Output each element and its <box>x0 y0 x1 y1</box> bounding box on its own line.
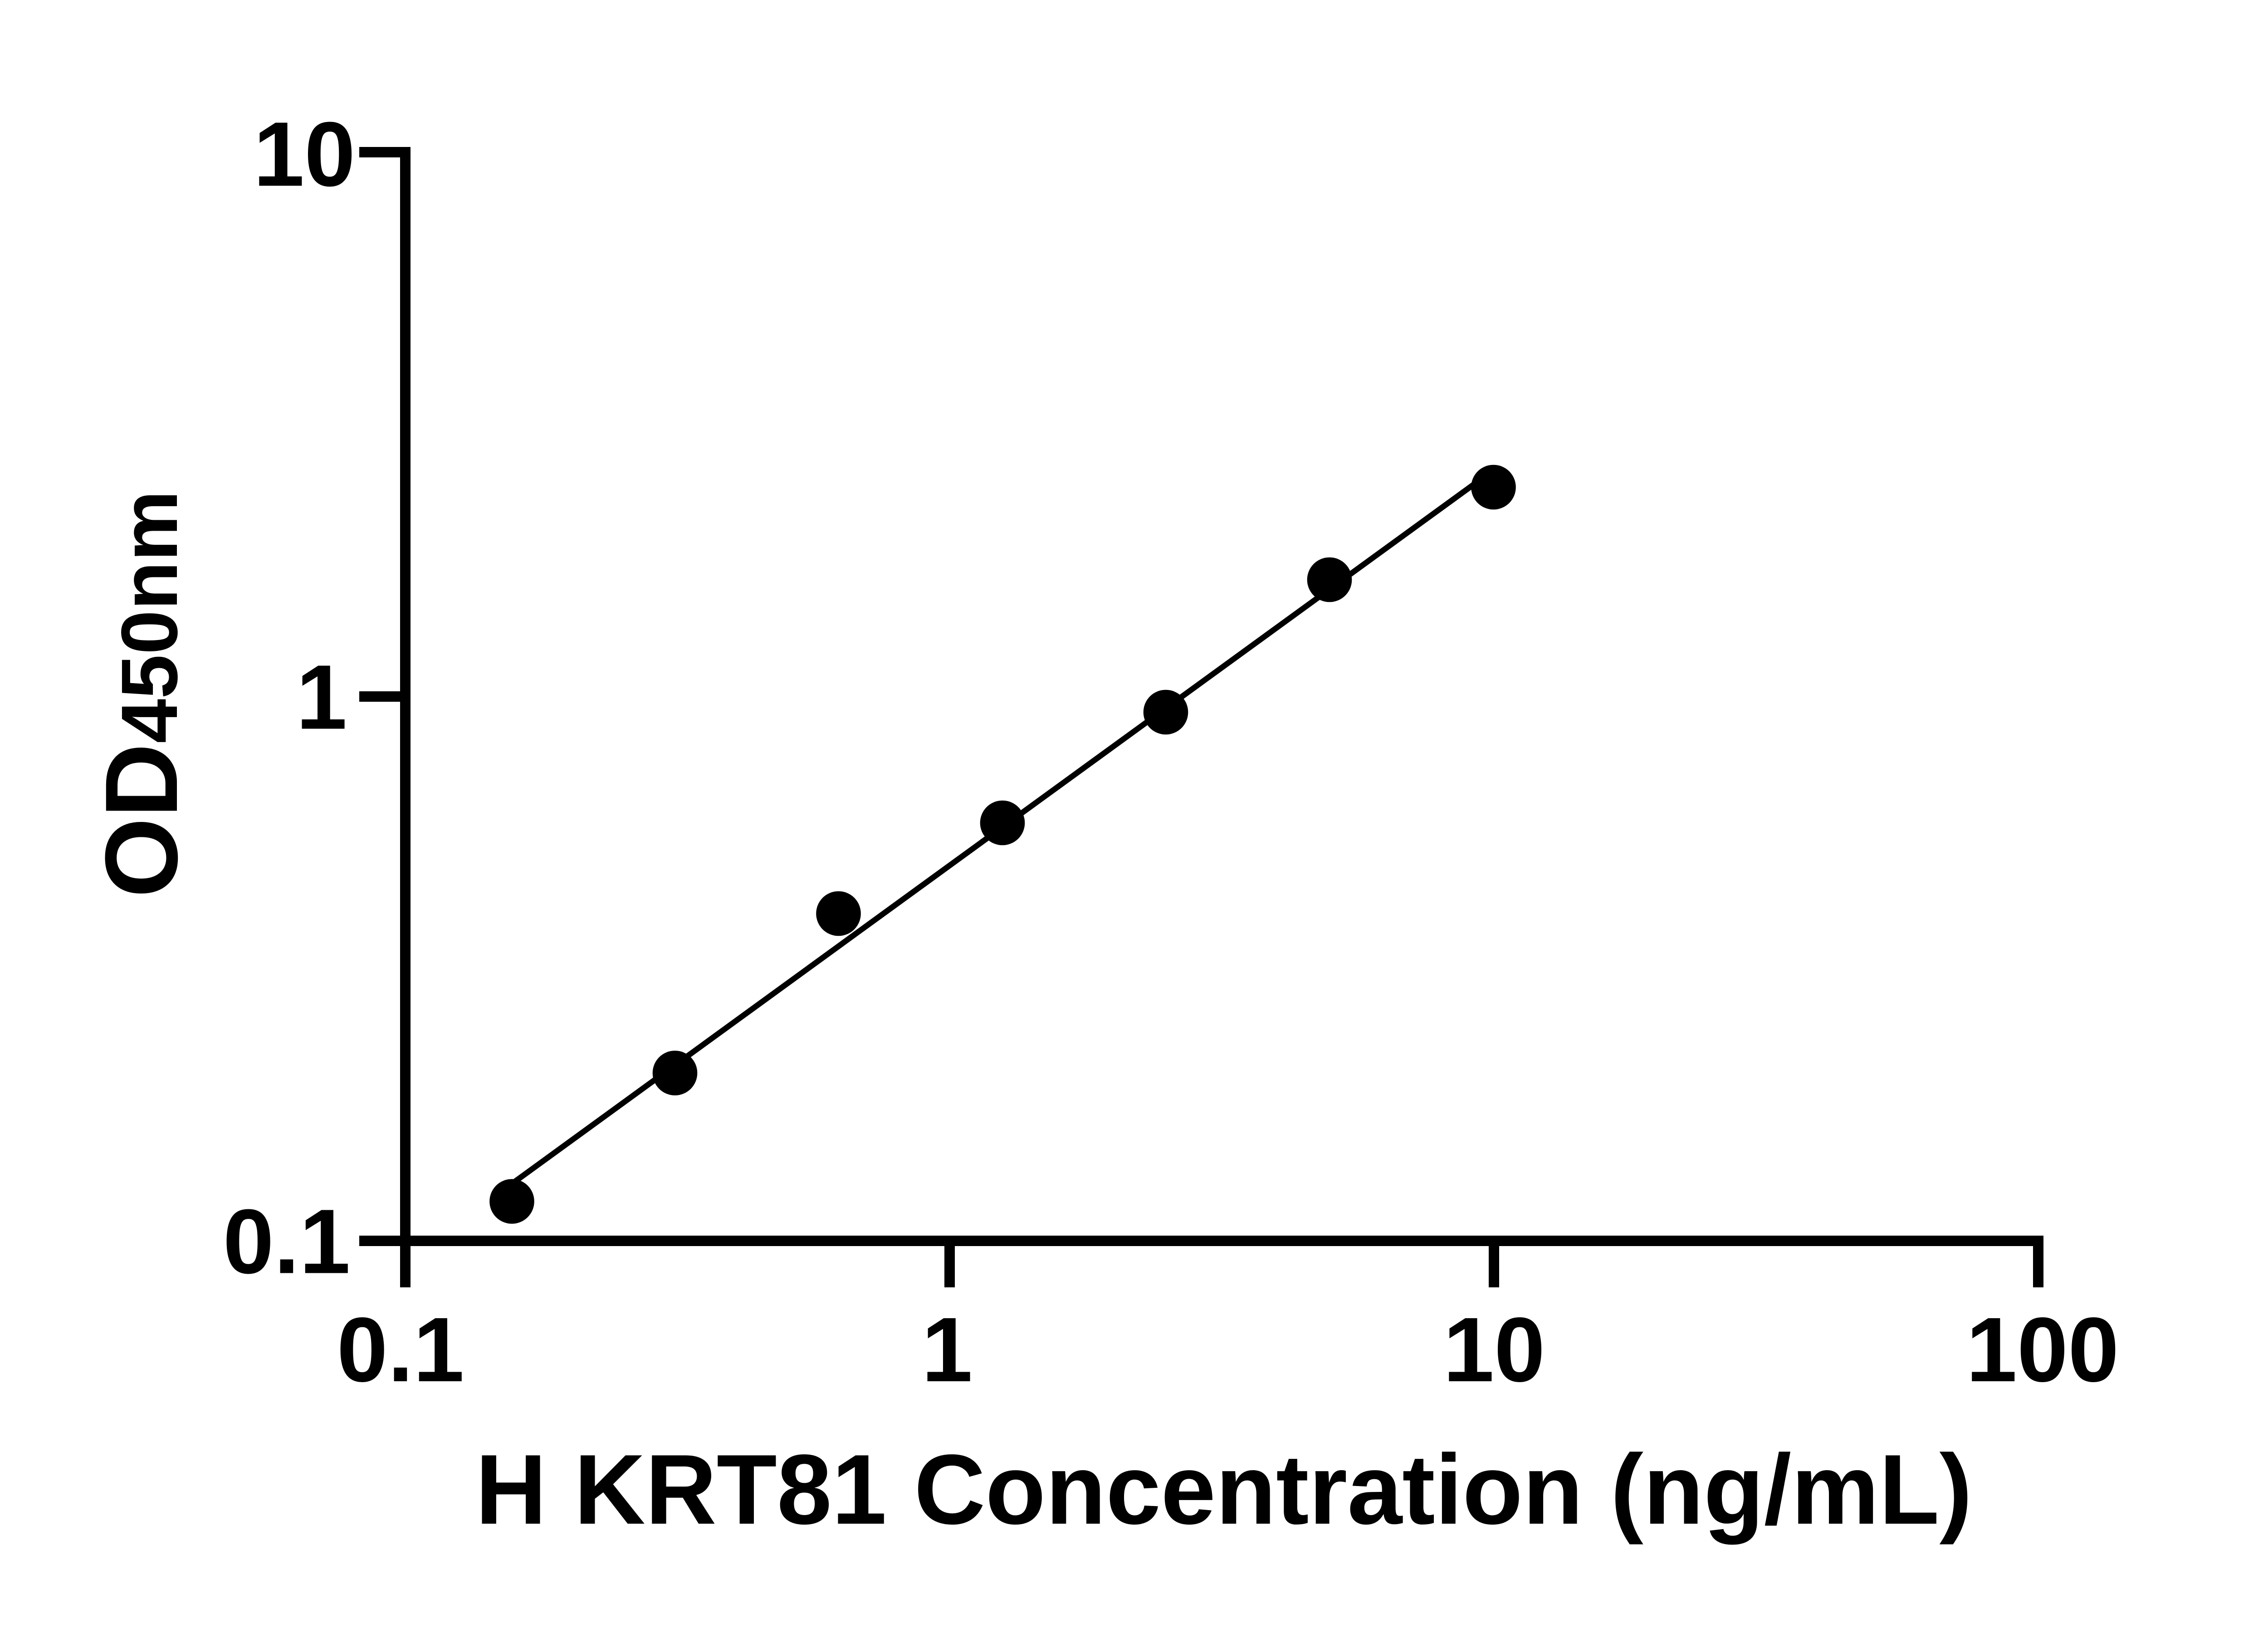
svg-text:100: 100 <box>1966 1298 2119 1401</box>
svg-text:10: 10 <box>1443 1298 1545 1401</box>
svg-text:0.1: 0.1 <box>223 1190 351 1293</box>
svg-text:OD450nm: OD450nm <box>84 490 199 898</box>
svg-text:1: 1 <box>922 1298 973 1401</box>
svg-text:H KRT81 Concentration (ng/mL): H KRT81 Concentration (ng/mL) <box>475 1434 1972 1545</box>
svg-text:1: 1 <box>296 646 347 748</box>
svg-text:10: 10 <box>254 103 356 205</box>
svg-text:0.1: 0.1 <box>337 1298 464 1401</box>
